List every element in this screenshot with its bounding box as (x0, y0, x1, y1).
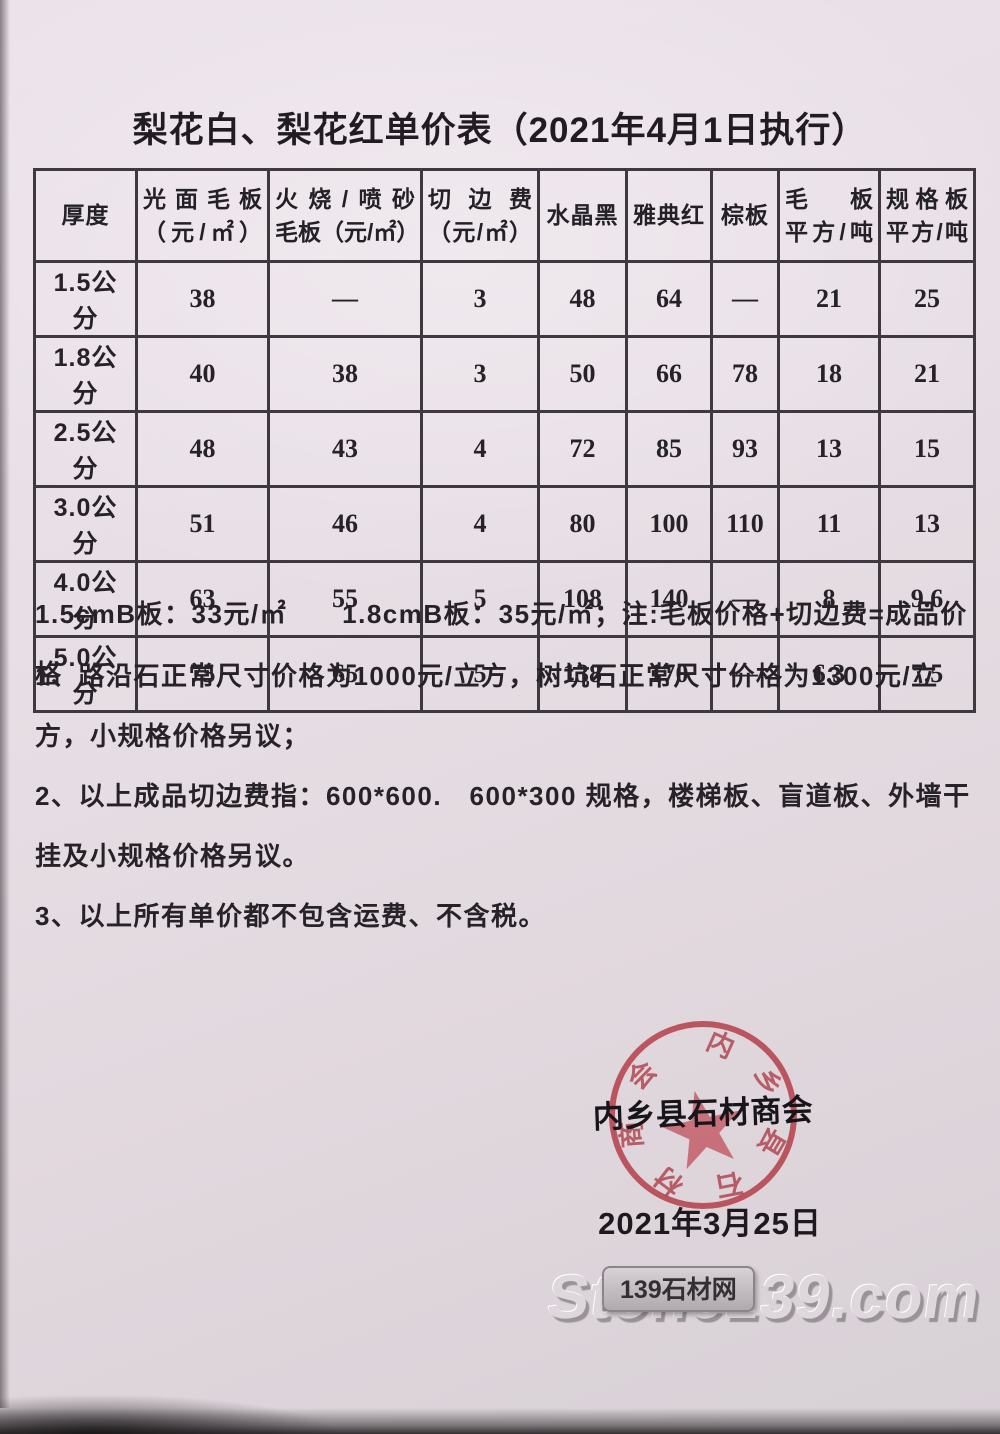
price-cell: 50 (537, 335, 628, 413)
price-cell: — (710, 635, 780, 713)
price-cell: 15 (878, 410, 976, 488)
price-cell: 110 (710, 485, 780, 563)
price-cell: 55 (267, 560, 423, 638)
column-header: 毛板 平方/吨 (777, 168, 881, 263)
price-cell: — (710, 260, 780, 338)
price-cell: 80 (537, 485, 628, 563)
paper-edge-shadow (0, 1394, 340, 1434)
price-cell: 48 (135, 410, 270, 488)
stamp-org-name: 内乡县石材商会 (592, 1092, 814, 1135)
thickness-cell: 1.5公分 (33, 260, 138, 338)
price-cell: 25 (878, 260, 976, 338)
header-row: 厚度 光面毛板 （元/㎡） 火烧/喷砂 毛板（元/㎡） 切边费 （元/㎡） 水晶黑 雅典红 棕板毛… (33, 168, 976, 263)
column-header: 水晶黑 (537, 168, 628, 263)
issue-date: 2021年3月25日 (598, 1206, 822, 1241)
price-cell: 85 (625, 410, 713, 488)
price-cell: 4 (420, 410, 540, 488)
price-cell: 38 (267, 335, 423, 413)
price-cell: 21 (777, 260, 881, 338)
thickness-cell: 1.8公分 (33, 335, 138, 413)
price-cell: — (710, 560, 780, 638)
price-cell: 75 (135, 635, 270, 713)
price-cell: 3 (420, 335, 540, 413)
price-cell: 5 (420, 635, 540, 713)
price-cell: 11 (777, 485, 881, 563)
price-cell: 4 (420, 485, 540, 563)
price-cell: 93 (710, 410, 780, 488)
thickness-cell: 4.0公分 (33, 560, 138, 638)
price-cell: — (267, 260, 423, 338)
price-cell: 43 (267, 410, 423, 488)
price-cell: 65 (267, 635, 423, 713)
price-cell: 63 (135, 560, 270, 638)
note-line: 3、以上所有单价都不包含运费、不含税。 (35, 901, 546, 931)
star-icon (662, 1090, 740, 1170)
column-header: 雅典红 (625, 168, 713, 263)
table-row: 5.0公分 75 65 5 138 170—6.3 7.5 (33, 635, 976, 713)
table-row: 4.0公分 63 55 5 108 140—8 9.6 (33, 560, 976, 638)
price-cell: 8 (777, 560, 881, 638)
price-cell: 108 (537, 560, 628, 638)
price-cell: 72 (537, 410, 628, 488)
watermark-badge: 139石材网 (602, 1266, 755, 1312)
column-header: 光面毛板 （元/㎡） (135, 168, 270, 263)
price-cell: 38 (135, 260, 270, 338)
table-row: 1.8公分 40 38 3 50 66 78 18 21 (33, 335, 976, 413)
note-b-board: 1.5cmB板：33元/㎡ 1.8cmB板：35元/㎡；注:毛板价格+切边费=成… (35, 599, 968, 689)
price-cell: 138 (537, 635, 628, 713)
price-cell: 51 (135, 485, 270, 563)
column-header: 切边费 （元/㎡） (420, 168, 540, 263)
column-header: 规格板 平方/吨 (878, 168, 976, 263)
table-row: 3.0公分 51 46 4 80 100 110 11 13 (33, 485, 976, 563)
table-row: 2.5公分 48 43 4 72 85 93 13 15 (33, 410, 976, 488)
price-table: 厚度 光面毛板 （元/㎡） 火烧/喷砂 毛板（元/㎡） 切边费 （元/㎡） 水晶黑 雅典红 棕板毛… (33, 168, 976, 713)
price-cell: 3 (420, 260, 540, 338)
note-line: 1、路沿石正常尺寸价格为1000元/立方，树坑石正常尺寸价格为1300元/立方，… (35, 661, 939, 751)
price-cell: 64 (625, 260, 713, 338)
official-stamp: 内乡县石材商会 (609, 1021, 797, 1209)
price-cell: 100 (625, 485, 713, 563)
price-cell: 13 (878, 485, 976, 563)
price-cell: 5 (420, 560, 540, 638)
note-line: 2、以上成品切边费指：600*600. 600*300 规格，楼梯板、盲道板、外… (35, 781, 971, 871)
price-cell: 66 (625, 335, 713, 413)
thickness-cell: 2.5公分 (33, 410, 138, 488)
thickness-cell: 3.0公分 (33, 485, 138, 563)
stamp-ring (609, 1021, 797, 1209)
price-cell: 46 (267, 485, 423, 563)
table-row: 1.5公分 38—3 48 64—21 25 (33, 260, 976, 338)
column-header: 火烧/喷砂 毛板（元/㎡） (267, 168, 423, 263)
price-cell: 18 (777, 335, 881, 413)
price-cell: 13 (777, 410, 881, 488)
price-cell: 7.5 (878, 635, 976, 713)
price-cell: 6.3 (777, 635, 881, 713)
price-cell: 48 (537, 260, 628, 338)
column-header: 棕板 (710, 168, 780, 263)
paper-edge-shadow (0, 0, 10, 1408)
column-header: 厚度 (33, 168, 138, 263)
thickness-cell: 5.0公分 (33, 635, 138, 713)
price-cell: 40 (135, 335, 270, 413)
page-title: 梨花白、梨花红单价表（2021年4月1日执行） (132, 111, 868, 150)
price-cell: 140 (625, 560, 713, 638)
price-cell: 170 (625, 635, 713, 713)
price-cell: 21 (878, 335, 976, 413)
price-cell: 9.6 (878, 560, 976, 638)
price-cell: 78 (710, 335, 780, 413)
